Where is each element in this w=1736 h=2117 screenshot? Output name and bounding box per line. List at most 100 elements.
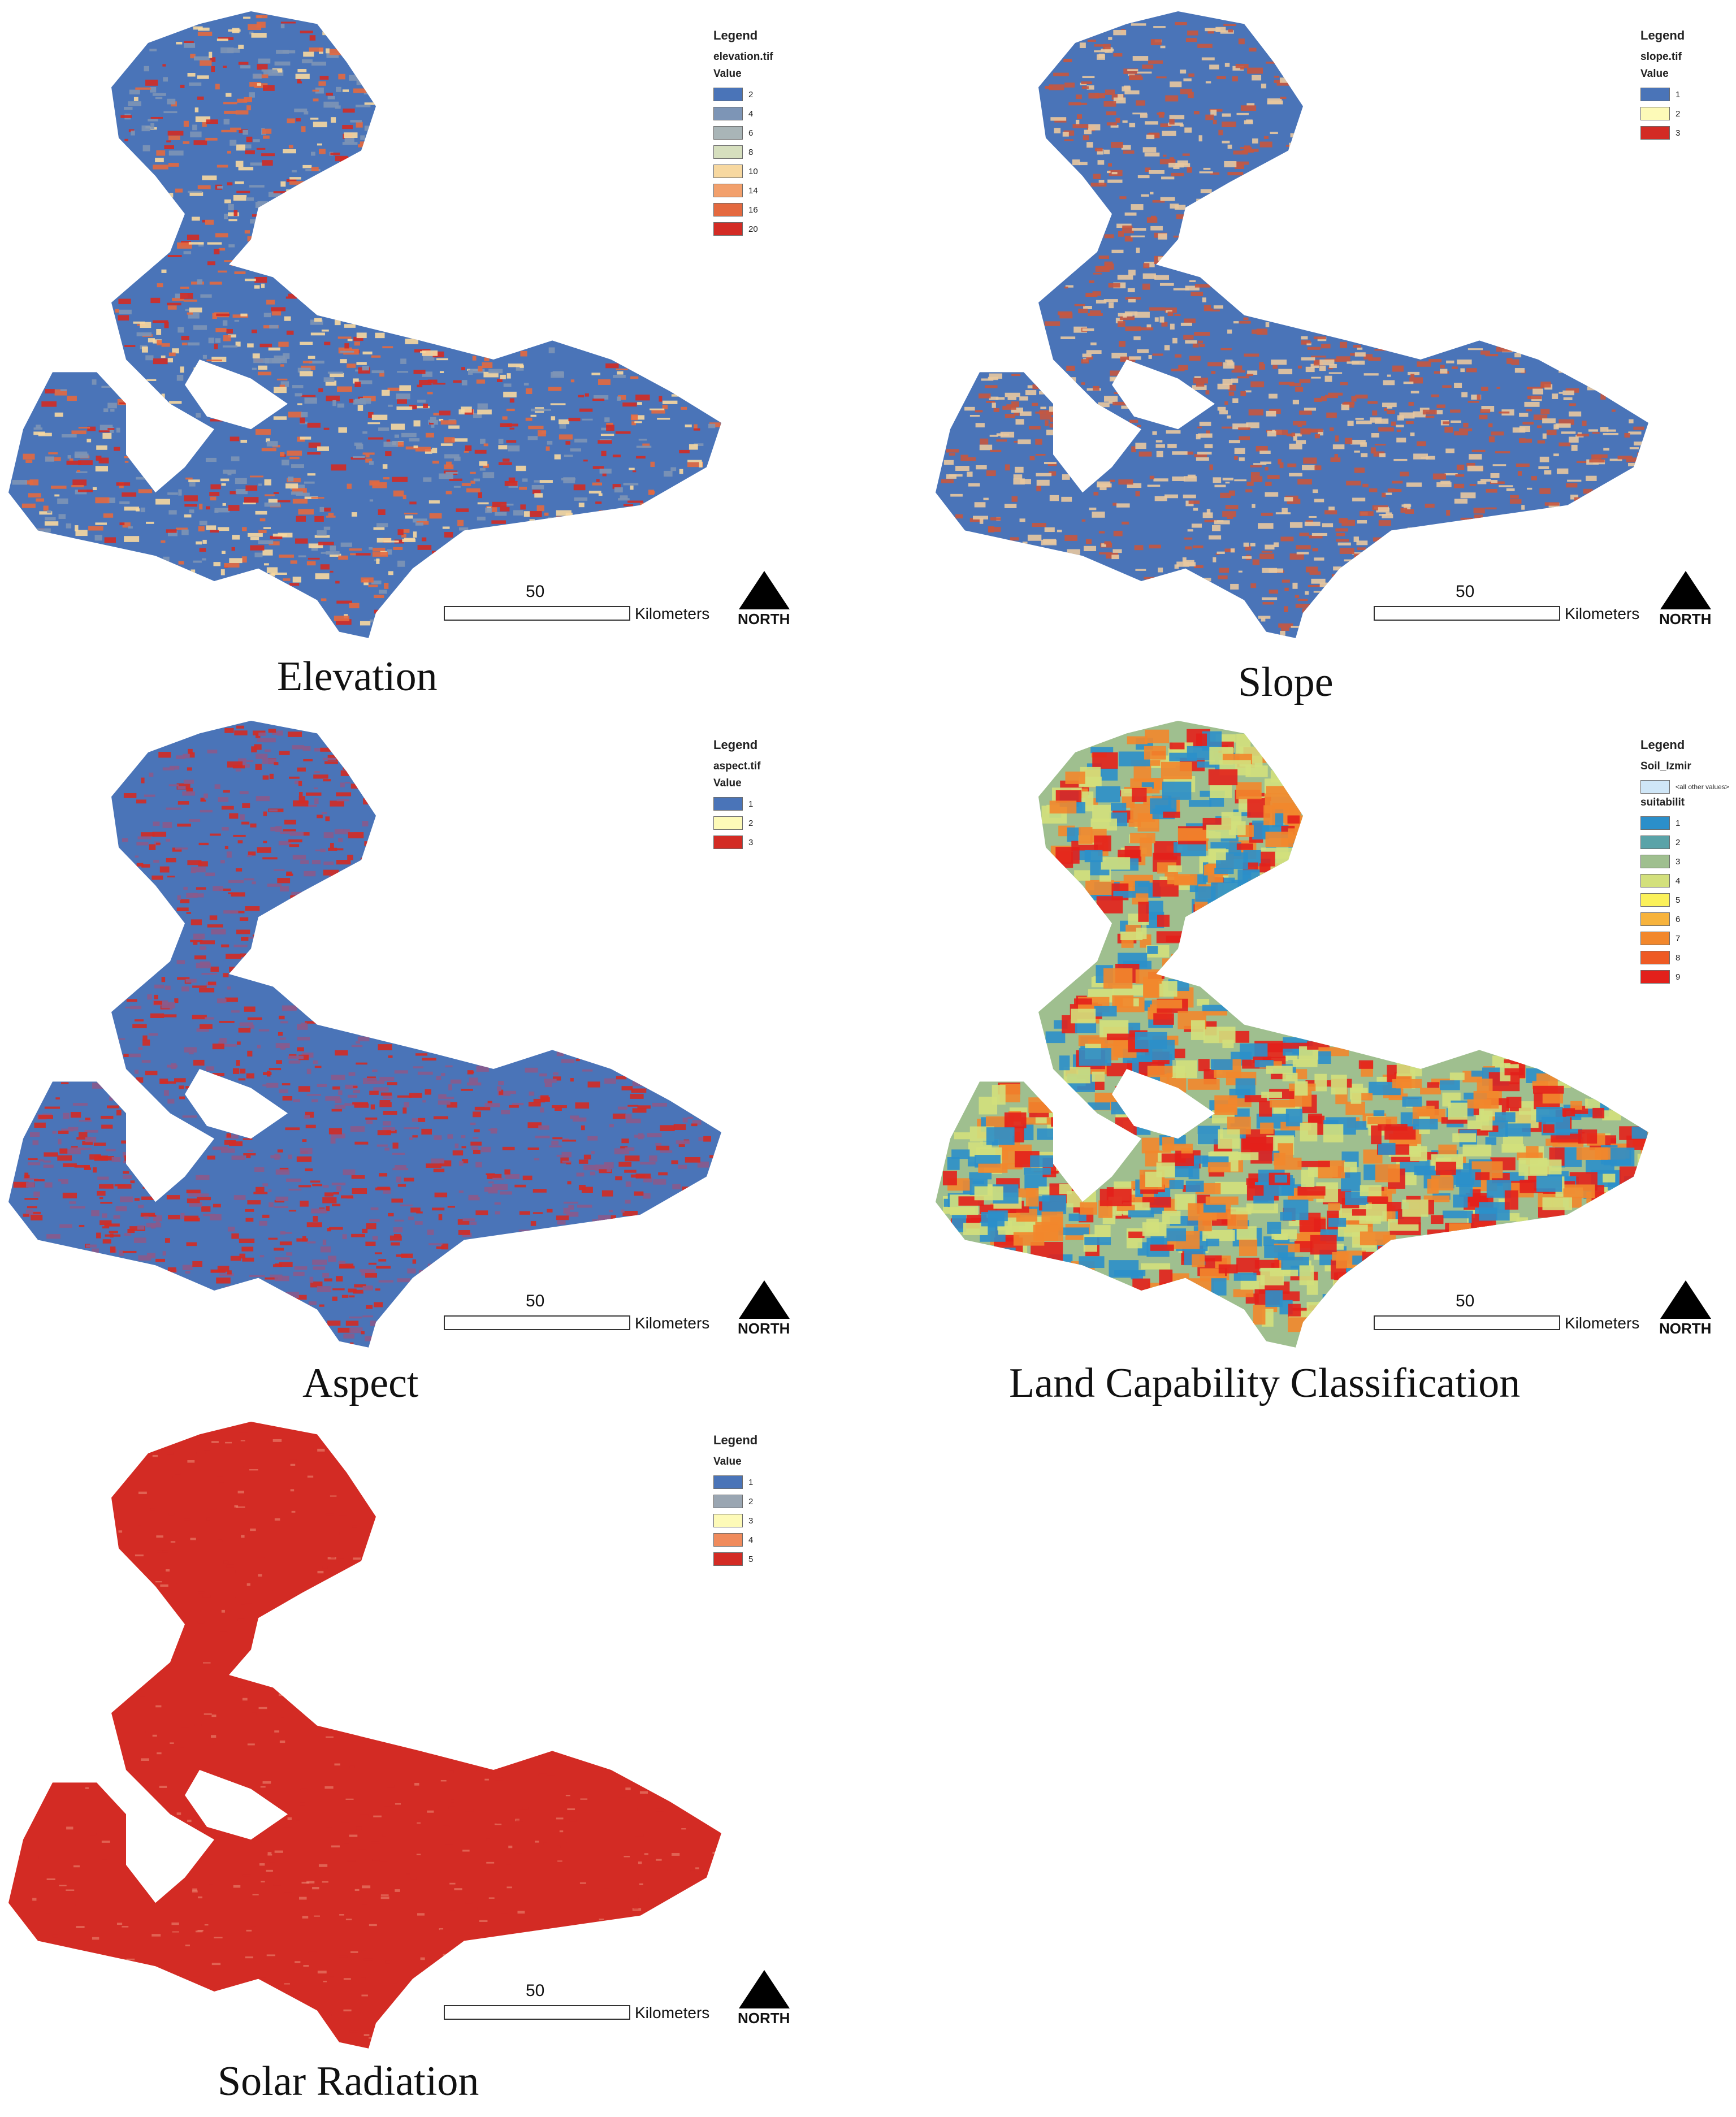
scale-bar: 50 Kilometers xyxy=(444,1981,749,2027)
north-arrow-label: NORTH xyxy=(1659,1320,1712,1337)
legend-swatch xyxy=(713,816,743,830)
legend-title: Legend xyxy=(713,738,758,752)
legend-entry-label: 7 xyxy=(1676,933,1681,943)
legend-swatch xyxy=(713,88,743,101)
legend-swatch xyxy=(713,1495,743,1508)
north-arrow-icon xyxy=(739,1970,790,2008)
legend-entry: 16 xyxy=(713,200,773,219)
legend-title: Legend xyxy=(1640,28,1685,42)
map-base-fill xyxy=(8,721,721,1348)
legend-entry-label: 2 xyxy=(748,1496,754,1506)
legend-entry-label: 3 xyxy=(1676,128,1681,138)
legend-swatch xyxy=(1640,874,1670,888)
legend-field-name: suitabilit xyxy=(1640,796,1685,808)
legend-layer-name: elevation.tif xyxy=(713,51,773,63)
scale-bar-box xyxy=(1374,606,1560,621)
legend-entry: 3 xyxy=(1640,123,1685,142)
legend-entry: 6 xyxy=(1640,910,1729,929)
elevation-map-panel: Legend elevation.tif Value 2 4 6 8 10 14 16 20 50 Ki… xyxy=(0,0,868,707)
legend-entry-label: 20 xyxy=(748,224,758,234)
legend-layer-name: slope.tif xyxy=(1640,51,1682,63)
scale-bar: 50 Kilometers xyxy=(1374,582,1679,627)
legend-swatch xyxy=(713,184,743,197)
legend-swatch xyxy=(1640,107,1670,120)
legend-entry-label: 3 xyxy=(748,837,754,847)
scale-bar: 50 Kilometers xyxy=(1374,1292,1679,1337)
legend-entry-label: 5 xyxy=(748,1554,754,1564)
map-caption: Solar Radiation xyxy=(218,2058,479,2105)
legend-entry-label: 2 xyxy=(1676,837,1681,847)
map-legend: Legend slope.tif Value 1 2 3 xyxy=(1640,28,1685,142)
scale-bar: 50 Kilometers xyxy=(444,582,749,627)
legend-entry: 4 xyxy=(713,104,773,123)
legend-swatch xyxy=(713,164,743,178)
legend-entry: 1 xyxy=(713,1473,757,1492)
legend-entry: 3 xyxy=(713,833,760,852)
legend-field-name: Value xyxy=(1640,68,1669,80)
legend-entry-label: 14 xyxy=(748,185,758,196)
map-base-fill xyxy=(936,11,1648,638)
legend-entry-label: 10 xyxy=(748,166,758,176)
legend-field-name: Value xyxy=(713,1456,742,1467)
north-arrow-label: NORTH xyxy=(738,2010,790,2027)
map-caption: Aspect xyxy=(302,1360,419,1406)
legend-entry-label: 2 xyxy=(748,818,754,828)
map-legend: Legend Value 1 2 3 4 5 xyxy=(713,1433,757,1569)
scale-bar-box xyxy=(1374,1315,1560,1330)
map-base-fill xyxy=(8,1422,721,2049)
legend-swatch xyxy=(1640,780,1670,794)
north-arrow: NORTH xyxy=(738,1970,794,2032)
legend-entry: 4 xyxy=(1640,871,1729,890)
legend-entry: 6 xyxy=(713,123,773,142)
north-arrow: NORTH xyxy=(1659,1280,1716,1343)
legend-swatch xyxy=(713,126,743,140)
legend-entry-label: 3 xyxy=(1676,856,1681,867)
legend-swatch xyxy=(1640,835,1670,849)
land-capability-raster-map xyxy=(936,721,1648,1348)
scale-bar-unit: Kilometers xyxy=(1565,1314,1640,1332)
legend-entry: 10 xyxy=(713,162,773,181)
legend-entry-label: 9 xyxy=(1676,972,1681,982)
legend-entry-label: 5 xyxy=(1676,895,1681,905)
elevation-raster-map xyxy=(8,11,721,638)
legend-title: Legend xyxy=(713,28,758,42)
legend-entry-label: 6 xyxy=(748,128,754,138)
map-caption: Slope xyxy=(1238,659,1334,705)
scale-bar-value: 50 xyxy=(526,1981,545,2000)
land-capability-map-panel: Legend Soil_Izmir <all other values> suitab… xyxy=(927,709,1736,1416)
legend-entry: 4 xyxy=(713,1530,757,1549)
aspect-map-panel: Legend aspect.tif Value 1 2 3 50 Kilometers NORT… xyxy=(0,709,868,1416)
map-legend: Legend Soil_Izmir <all other values> suitab… xyxy=(1640,738,1729,986)
legend-swatch xyxy=(713,835,743,849)
scale-bar: 50 Kilometers xyxy=(444,1292,749,1337)
legend-entry: 1 xyxy=(1640,813,1729,833)
north-arrow-label: NORTH xyxy=(738,1320,790,1337)
legend-entry-label: 1 xyxy=(748,799,754,809)
legend-entry-label: 8 xyxy=(1676,953,1681,963)
aspect-raster-map xyxy=(8,721,721,1348)
scale-bar-unit: Kilometers xyxy=(1565,605,1640,622)
scale-bar-unit: Kilometers xyxy=(635,2004,710,2021)
legend-entry: 7 xyxy=(1640,929,1729,948)
scale-bar-value: 50 xyxy=(1456,582,1475,601)
scale-bar-box xyxy=(444,2005,630,2020)
legend-entry-label: 2 xyxy=(748,89,754,99)
legend-swatch xyxy=(713,1533,743,1547)
legend-entry: 14 xyxy=(713,181,773,200)
legend-swatch xyxy=(1640,951,1670,964)
gulf-area xyxy=(185,1770,288,1840)
north-arrow-label: NORTH xyxy=(1659,611,1712,627)
scale-bar-value: 50 xyxy=(1456,1292,1475,1310)
map-caption: Elevation xyxy=(277,653,438,700)
legend-swatch xyxy=(1640,912,1670,926)
north-arrow-icon xyxy=(1660,1280,1711,1319)
gulf-area xyxy=(1112,360,1215,430)
legend-title: Legend xyxy=(1640,738,1685,752)
legend-swatch xyxy=(713,1514,743,1527)
legend-entry: 1 xyxy=(1640,85,1685,104)
legend-title: Legend xyxy=(713,1433,758,1447)
scale-bar-box xyxy=(444,1315,630,1330)
slope-map-panel: Legend slope.tif Value 1 2 3 50 Kilometers NORTH… xyxy=(927,0,1736,707)
gulf-area xyxy=(185,360,288,430)
map-legend: Legend elevation.tif Value 2 4 6 8 10 14 16 20 xyxy=(713,28,773,239)
